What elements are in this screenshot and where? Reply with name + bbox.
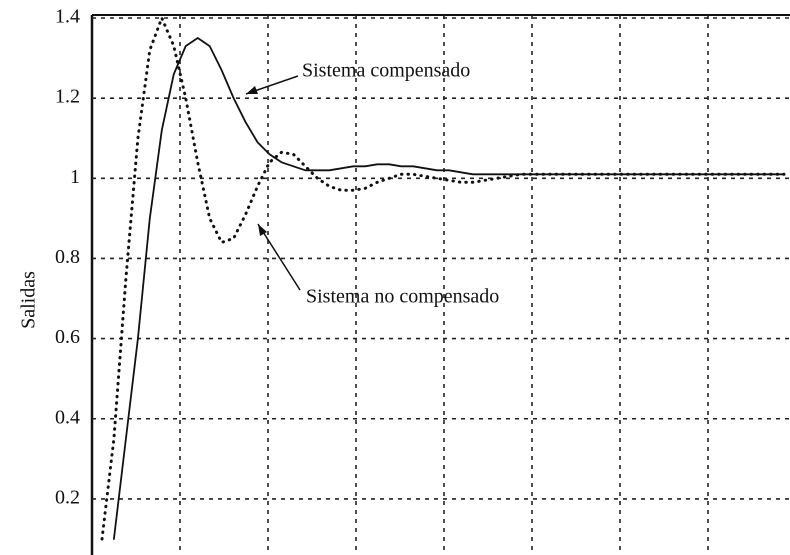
y-tick-label: 1.4 bbox=[55, 6, 80, 28]
y-tick-label: 0.6 bbox=[55, 326, 80, 348]
annotation-arrow bbox=[257, 223, 301, 291]
y-tick-label: 0.2 bbox=[55, 486, 80, 508]
x-grid bbox=[179, 15, 709, 555]
arrow-head bbox=[246, 86, 258, 94]
series-line bbox=[100, 16, 786, 541]
y-axis-label: Salidas bbox=[18, 271, 40, 329]
annotation: Sistema compensado bbox=[302, 60, 470, 82]
y-tick-label: 0.4 bbox=[55, 406, 80, 428]
y-tick-label: 1.2 bbox=[55, 86, 80, 108]
arrow-head bbox=[258, 224, 267, 236]
y-tick-label: 0.8 bbox=[55, 246, 80, 268]
y-tick-label: 1 bbox=[70, 166, 80, 188]
annotation: Sistema no compensado bbox=[306, 286, 499, 308]
